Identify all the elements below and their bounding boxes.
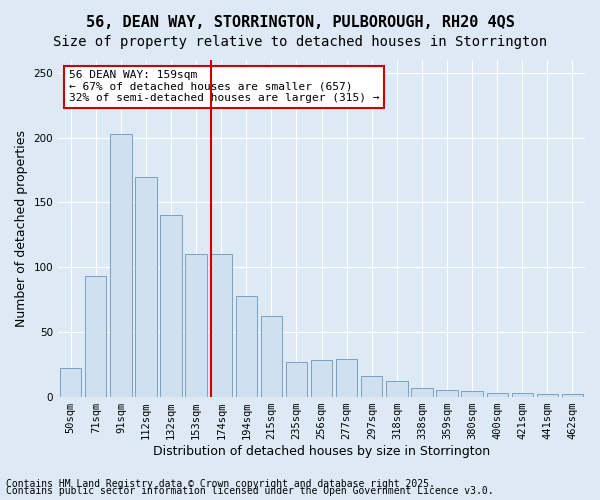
Bar: [110, 134, 131, 396]
Bar: [537, 394, 558, 396]
Bar: [436, 390, 458, 396]
Y-axis label: Number of detached properties: Number of detached properties: [15, 130, 28, 327]
Bar: [85, 276, 106, 396]
Bar: [236, 296, 257, 396]
Bar: [60, 368, 82, 396]
Text: 56 DEAN WAY: 159sqm
← 67% of detached houses are smaller (657)
32% of semi-detac: 56 DEAN WAY: 159sqm ← 67% of detached ho…: [69, 70, 379, 103]
Bar: [512, 392, 533, 396]
X-axis label: Distribution of detached houses by size in Storrington: Distribution of detached houses by size …: [153, 444, 490, 458]
Text: Contains public sector information licensed under the Open Government Licence v3: Contains public sector information licen…: [6, 486, 494, 496]
Bar: [461, 392, 483, 396]
Bar: [336, 359, 358, 397]
Text: 56, DEAN WAY, STORRINGTON, PULBOROUGH, RH20 4QS: 56, DEAN WAY, STORRINGTON, PULBOROUGH, R…: [86, 15, 514, 30]
Bar: [185, 254, 207, 396]
Bar: [411, 388, 433, 396]
Text: Size of property relative to detached houses in Storrington: Size of property relative to detached ho…: [53, 35, 547, 49]
Bar: [160, 216, 182, 396]
Text: Contains HM Land Registry data © Crown copyright and database right 2025.: Contains HM Land Registry data © Crown c…: [6, 479, 435, 489]
Bar: [136, 176, 157, 396]
Bar: [286, 362, 307, 396]
Bar: [487, 392, 508, 396]
Bar: [361, 376, 382, 396]
Bar: [562, 394, 583, 396]
Bar: [311, 360, 332, 396]
Bar: [386, 381, 407, 396]
Bar: [211, 254, 232, 396]
Bar: [261, 316, 282, 396]
